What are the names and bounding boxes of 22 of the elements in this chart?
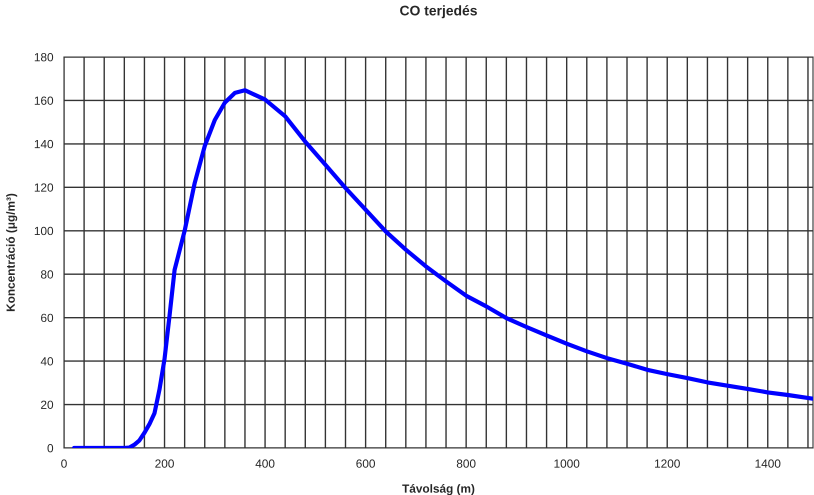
x-axis-title: Távolság (m) (402, 484, 474, 495)
x-tick-label: 1400 (756, 459, 780, 468)
y-tick-label: 100 (34, 226, 54, 236)
y-tick-label: 80 (40, 270, 54, 279)
y-tick-label: 60 (41, 314, 54, 322)
x-tick-label: 400 (255, 459, 274, 468)
y-tick-label: 40 (40, 357, 54, 366)
x-tick-label: 0 (61, 459, 67, 468)
y-tick-label: 180 (34, 53, 54, 62)
y-tick-label: 20 (41, 400, 54, 409)
x-tick-label: 600 (356, 459, 375, 468)
x-tick-label: 1200 (654, 459, 680, 468)
x-tick-label: 200 (155, 459, 174, 468)
y-tick-label: 0 (47, 444, 54, 452)
x-tick-label: 1000 (554, 459, 580, 468)
y-tick-label: 140 (34, 140, 54, 148)
y-axis-title: Koncentráció (μg/m³) (6, 194, 18, 312)
line-series (72, 88, 813, 448)
y-tick-label: 120 (34, 183, 54, 192)
y-tick-label: 160 (34, 96, 54, 105)
x-tick-label: 800 (456, 459, 476, 468)
chart-title: CO terjedés (400, 5, 477, 18)
